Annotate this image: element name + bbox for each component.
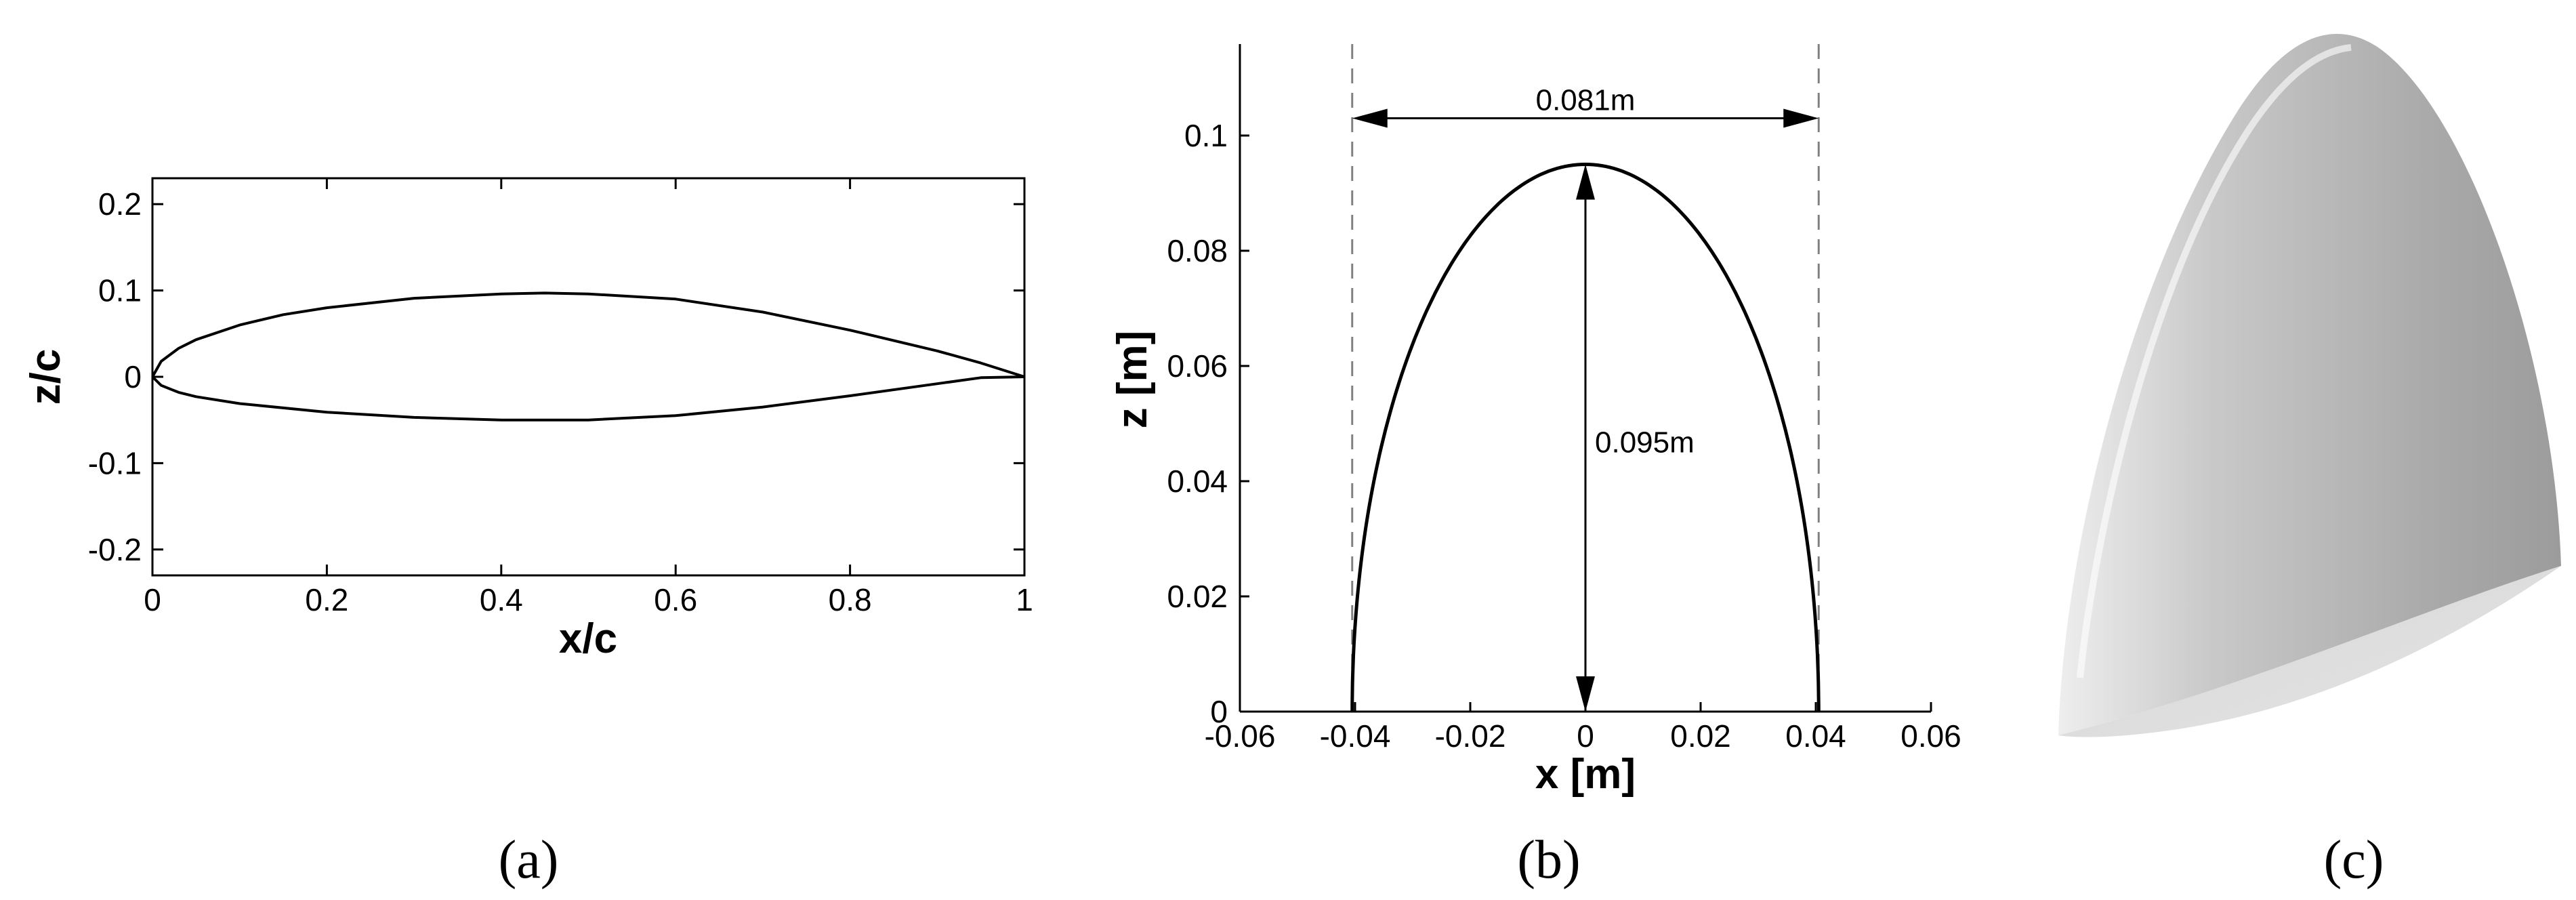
panel-b-height-arrow-top (1576, 164, 1595, 200)
panel-a-x-tick-label: 0.2 (305, 582, 348, 617)
panel-b-y-tick-label: 0.02 (1167, 579, 1228, 614)
panel-a-y-axis-label: z/c (22, 349, 69, 405)
panel-a-x-tick-label: 0.8 (829, 582, 872, 617)
panel-b-x-tick-label: -0.04 (1320, 718, 1391, 754)
panel-b-height-arrow-bottom (1576, 676, 1595, 712)
panel-b-y-axis-label: z [m] (1109, 331, 1156, 429)
panel-b-x-tick-label: 0.04 (1785, 718, 1846, 754)
panel-b-x-tick-label: 0 (1577, 718, 1594, 754)
panel-b-height-annotation: 0.095m (1595, 426, 1695, 459)
panel-a-y-tick-label: 0.1 (98, 273, 142, 308)
panel-b-x-tick-label: -0.06 (1205, 718, 1276, 754)
panel-b-ticks (1239, 134, 1932, 713)
panel-a-y-tick-label: -0.1 (88, 445, 142, 480)
panel-a-series (151, 291, 1025, 422)
panel-a-y-tick-label: 0.2 (98, 186, 142, 222)
panel-a-y-tick-labels: -0.2 -0.1 0 0.1 0.2 (88, 186, 142, 567)
panel-a-x-axis-label: x/c (559, 615, 617, 662)
panel-b-width-arrow-left (1352, 108, 1388, 128)
panel-a-plot-frame (151, 177, 1026, 577)
panel-b-y-tick-label: 0.08 (1167, 233, 1228, 268)
panel-b-caption: (b) (1517, 830, 1580, 890)
panel-b-x-axis-label: x [m] (1535, 751, 1636, 798)
panel-a-x-tick-label: 0.6 (654, 582, 697, 617)
panel-b-width-arrow-right (1783, 108, 1819, 128)
panel-b-x-tick-label: 0.02 (1670, 718, 1731, 754)
panel-a-caption: (a) (499, 830, 559, 890)
panel-b-y-tick-label: 0.06 (1167, 348, 1228, 384)
panel-a-x-tick-label: 1 (1016, 582, 1033, 617)
panel-c-caption: (c) (2324, 830, 2384, 890)
panel-b-y-tick-labels: 0 0.02 0.04 0.06 0.08 0.1 (1167, 118, 1228, 729)
panel-b-x-tick-label: 0.06 (1900, 718, 1961, 754)
panel-b-reference-lines (1351, 44, 1820, 712)
panel-c-blade-surface (2058, 33, 2561, 735)
panel-a-lower-surface-line (151, 375, 1025, 422)
panel-a-upper-surface-line (151, 291, 1025, 378)
panel-c-blade-underside (2058, 566, 2561, 737)
panel-b-x-tick-label: -0.02 (1435, 718, 1506, 754)
panel-a-airfoil-chart: 0 0.2 0.4 0.6 0.8 1 -0.2 -0.1 0 0.1 0.2 x/c z/c (… (22, 177, 1033, 890)
panel-b-x-tick-labels: -0.06 -0.04 -0.02 0 0.02 0.04 0.06 (1205, 718, 1961, 754)
panel-b-dimension-arrows (1352, 108, 1819, 712)
panel-a-x-tick-labels: 0 0.2 0.4 0.6 0.8 1 (144, 582, 1033, 617)
panel-b-y-tick-label: 0.1 (1184, 118, 1228, 153)
panel-a-y-tick-label: -0.2 (88, 532, 142, 567)
panel-b-width-annotation: 0.081m (1536, 84, 1636, 117)
panel-a-x-tick-label: 0 (144, 582, 161, 617)
panel-a-y-tick-label: 0 (124, 359, 142, 394)
panel-b-y-tick-label: 0 (1210, 694, 1228, 729)
panel-a-ticks (151, 178, 1026, 575)
panel-b-y-tick-label: 0.04 (1167, 464, 1228, 499)
panel-a-x-tick-label: 0.4 (480, 582, 523, 617)
panel-c-blade-render: (c) (2058, 33, 2561, 890)
panel-c-blade-highlight (2077, 44, 2352, 678)
panel-b-planform-chart: -0.06 -0.04 -0.02 0 0.02 0.04 0.06 0 0.02 0.04 0.… (1109, 44, 1961, 890)
